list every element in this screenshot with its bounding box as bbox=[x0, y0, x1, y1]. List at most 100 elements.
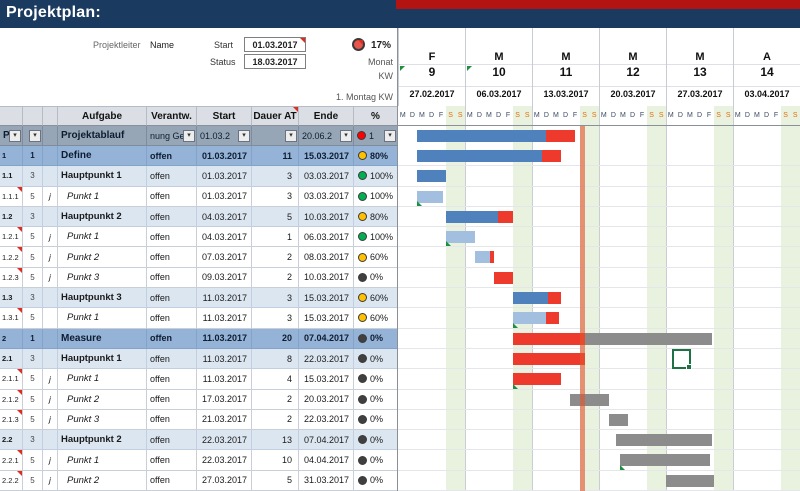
week-column[interactable]: M 10 06.03.2017 bbox=[465, 28, 532, 106]
filter-dropdown-icon[interactable]: ▾ bbox=[384, 130, 396, 142]
cell-dauer[interactable]: 10 bbox=[252, 450, 299, 471]
gantt-row-cell[interactable] bbox=[398, 146, 800, 167]
cell-p[interactable]: 1 bbox=[0, 146, 23, 167]
cell-lvl[interactable]: 5 bbox=[23, 267, 43, 289]
cell-ende[interactable]: 04.04.2017 bbox=[299, 450, 354, 471]
filter-cell-task[interactable]: Projektablauf bbox=[58, 126, 147, 146]
gantt-row-cell[interactable] bbox=[398, 288, 800, 309]
cell-start[interactable]: 17.03.2017 bbox=[197, 389, 252, 410]
cell-p[interactable]: 1.3 bbox=[0, 288, 23, 309]
cell-p[interactable]: 1.2.3 bbox=[0, 267, 23, 289]
cell-verantw[interactable]: offen bbox=[147, 186, 197, 207]
filter-cell-p[interactable]: P ▾ bbox=[0, 126, 23, 146]
cell-pct[interactable]: 0% bbox=[354, 450, 398, 471]
week-column[interactable]: F 9 27.02.2017 bbox=[398, 28, 465, 106]
cell-p[interactable]: 2.1.1 bbox=[0, 369, 23, 390]
gantt-row-cell[interactable] bbox=[398, 430, 800, 451]
cell-verantw[interactable]: offen bbox=[147, 227, 197, 248]
filter-cell-verantw[interactable]: nung Ge ▾ bbox=[147, 126, 197, 146]
filter-dropdown-icon[interactable]: ▾ bbox=[9, 130, 21, 142]
cell-verantw[interactable]: offen bbox=[147, 206, 197, 228]
cell-dauer[interactable]: 2 bbox=[252, 409, 299, 431]
cell-start[interactable]: 04.03.2017 bbox=[197, 227, 252, 248]
gantt-row-cell[interactable] bbox=[398, 390, 800, 410]
cell-start[interactable]: 01.03.2017 bbox=[197, 166, 252, 187]
cell-lvl[interactable]: 3 bbox=[23, 430, 43, 451]
cell-pct[interactable]: 60% bbox=[354, 308, 398, 329]
cell-lvl[interactable]: 3 bbox=[23, 166, 43, 187]
cell-lvl[interactable]: 1 bbox=[23, 146, 43, 167]
cell-dauer[interactable]: 3 bbox=[252, 166, 299, 187]
cell-ende[interactable]: 08.03.2017 bbox=[299, 247, 354, 268]
cell-p[interactable]: 2.2 bbox=[0, 430, 23, 451]
cell-task[interactable]: Hauptpunkt 2 bbox=[58, 430, 147, 451]
filter-dropdown-icon[interactable]: ▾ bbox=[340, 130, 352, 142]
filter-cell-percent[interactable]: 1 ▾ bbox=[354, 126, 398, 146]
cell-p[interactable]: 2.1 bbox=[0, 348, 23, 370]
cell-start[interactable]: 11.03.2017 bbox=[197, 328, 252, 349]
cell-start[interactable]: 22.03.2017 bbox=[197, 430, 252, 451]
cell-verantw[interactable]: offen bbox=[147, 389, 197, 410]
cell-dauer[interactable]: 2 bbox=[252, 247, 299, 268]
cell-dauer[interactable]: 3 bbox=[252, 288, 299, 309]
gantt-row-cell[interactable] bbox=[398, 207, 800, 228]
filter-cell-dauer[interactable]: ▾ bbox=[252, 126, 299, 146]
cell-verantw[interactable]: offen bbox=[147, 450, 197, 471]
cell-task[interactable]: Punkt 2 bbox=[58, 470, 147, 491]
project-summary-bar-cell[interactable] bbox=[398, 126, 800, 146]
cell-dauer[interactable]: 3 bbox=[252, 186, 299, 207]
cell-lvl[interactable]: 5 bbox=[23, 308, 43, 329]
cell-lvl[interactable]: 5 bbox=[23, 227, 43, 248]
cell-p[interactable]: 1.1 bbox=[0, 166, 23, 187]
cell-dauer[interactable]: 5 bbox=[252, 206, 299, 228]
cell-pct[interactable]: 100% bbox=[354, 186, 398, 207]
cell-verantw[interactable]: offen bbox=[147, 146, 197, 167]
week-column[interactable]: M 11 13.03.2017 bbox=[532, 28, 599, 106]
cell-start[interactable]: 09.03.2017 bbox=[197, 267, 252, 289]
filter-cell-ende[interactable]: 20.06.2 ▾ bbox=[299, 126, 354, 146]
cell-dauer[interactable]: 2 bbox=[252, 389, 299, 410]
filter-dropdown-icon[interactable]: ▾ bbox=[183, 130, 195, 142]
cell-lvl[interactable]: 5 bbox=[23, 369, 43, 390]
gantt-row-cell[interactable] bbox=[398, 329, 800, 349]
cell-lvl[interactable]: 3 bbox=[23, 288, 43, 309]
cell-task[interactable]: Hauptpunkt 1 bbox=[58, 348, 147, 370]
cell-p[interactable]: 1.3.1 bbox=[0, 308, 23, 329]
cell-pct[interactable]: 0% bbox=[354, 348, 398, 370]
cell-lvl[interactable]: 3 bbox=[23, 206, 43, 228]
cell-lvl[interactable]: 1 bbox=[23, 328, 43, 349]
cell-p[interactable]: 2.2.2 bbox=[0, 470, 23, 491]
cell-verantw[interactable]: offen bbox=[147, 369, 197, 390]
cell-task[interactable]: Hauptpunkt 2 bbox=[58, 206, 147, 228]
cell-ende[interactable]: 20.03.2017 bbox=[299, 389, 354, 410]
cell-pct[interactable]: 60% bbox=[354, 288, 398, 309]
cell-dauer[interactable]: 13 bbox=[252, 430, 299, 451]
cell-j[interactable]: j bbox=[43, 267, 58, 289]
cell-ende[interactable]: 22.03.2017 bbox=[299, 409, 354, 431]
filter-dropdown-icon[interactable]: ▾ bbox=[29, 130, 41, 142]
cell-pct[interactable]: 0% bbox=[354, 267, 398, 289]
cell-pct[interactable]: 80% bbox=[354, 146, 398, 167]
cell-j[interactable]: j bbox=[43, 470, 58, 491]
cell-start[interactable]: 04.03.2017 bbox=[197, 206, 252, 228]
cell-p[interactable]: 2.2.1 bbox=[0, 450, 23, 471]
cell-start[interactable]: 11.03.2017 bbox=[197, 308, 252, 329]
cell-verantw[interactable]: offen bbox=[147, 308, 197, 329]
cell-p[interactable]: 1.2 bbox=[0, 206, 23, 228]
cell-task[interactable]: Punkt 3 bbox=[58, 409, 147, 431]
cell-ende[interactable]: 10.03.2017 bbox=[299, 267, 354, 289]
gantt-row-cell[interactable] bbox=[398, 166, 800, 187]
cell-pct[interactable]: 0% bbox=[354, 470, 398, 491]
cell-j[interactable] bbox=[43, 430, 58, 451]
cell-task[interactable]: Measure bbox=[58, 328, 147, 349]
cell-task[interactable]: Punkt 2 bbox=[58, 247, 147, 268]
cell-dauer[interactable]: 8 bbox=[252, 348, 299, 370]
cell-pct[interactable]: 100% bbox=[354, 166, 398, 187]
cell-ende[interactable]: 10.03.2017 bbox=[299, 206, 354, 228]
filter-cell-level[interactable]: ▾ bbox=[23, 126, 43, 146]
cell-verantw[interactable]: offen bbox=[147, 470, 197, 491]
cell-dauer[interactable]: 2 bbox=[252, 267, 299, 289]
cell-start[interactable]: 11.03.2017 bbox=[197, 288, 252, 309]
cell-ende[interactable]: 22.03.2017 bbox=[299, 348, 354, 370]
cell-task[interactable]: Hauptpunkt 1 bbox=[58, 166, 147, 187]
